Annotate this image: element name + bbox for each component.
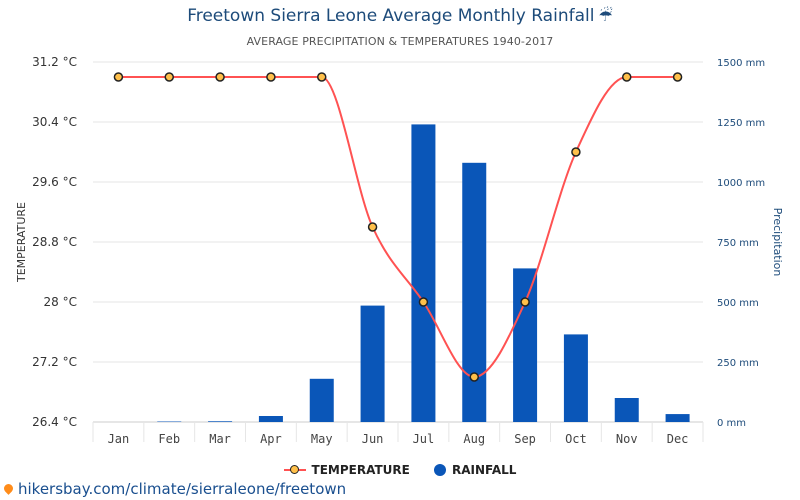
temperature-point (317, 72, 327, 82)
y-tick-label-right: 1000 mm (717, 178, 765, 189)
x-tick-label: Dec (667, 432, 689, 446)
x-tick-label: Aug (463, 432, 485, 446)
rainfall-bar (360, 305, 385, 422)
temperature-point (266, 72, 276, 82)
x-tick-label: Jul (413, 432, 435, 446)
chart-legend: TEMPERATURE RAINFALL (0, 463, 800, 479)
chart-title: Freetown Sierra Leone Average Monthly Ra… (0, 6, 800, 26)
temperature-point (113, 72, 124, 82)
rainfall-bar (208, 421, 233, 422)
y-tick-label-right: 1250 mm (717, 118, 765, 129)
legend-label-rainfall: RAINFALL (452, 463, 517, 477)
x-tick-label: Oct (565, 432, 587, 446)
rainfall-bar (411, 124, 436, 423)
temperature-point (164, 72, 174, 82)
location-pin-icon (2, 481, 15, 495)
source-link[interactable]: hikersbay.com/climate/sierraleone/freeto… (2, 480, 347, 498)
y-tick-label-left: 29.6 °C (32, 175, 77, 189)
x-tick-label: Sep (514, 432, 536, 446)
x-tick-label: Jun (362, 432, 384, 446)
x-tick-label: Jan (108, 432, 130, 446)
y-tick-label-right: 750 mm (717, 238, 759, 249)
temperature-point (418, 297, 429, 307)
y-tick-label-right: 500 mm (717, 298, 759, 309)
rainfall-bar (462, 162, 487, 423)
y-tick-label-right: 0 mm (717, 418, 746, 429)
temperature-point (672, 72, 683, 82)
legend-label-temperature: TEMPERATURE (311, 463, 410, 477)
rainfall-bar (309, 378, 334, 422)
chart-subtitle: AVERAGE PRECIPITATION & TEMPERATURES 194… (246, 35, 554, 48)
y-tick-label-right: 1500 mm (717, 58, 765, 69)
circle-marker-icon (434, 464, 447, 476)
y-tick-label-left: 31.2 °C (32, 55, 77, 69)
line-marker-icon (283, 464, 306, 476)
source-link-text[interactable]: hikersbay.com/climate/sierraleone/freeto… (18, 480, 347, 498)
temperature-point (469, 372, 479, 382)
x-tick-label: Mar (209, 432, 231, 446)
y-tick-label-left: 30.4 °C (32, 115, 77, 129)
y-tick-label-left: 27.2 °C (32, 355, 77, 369)
temperature-point (571, 147, 581, 157)
x-tick-label: Nov (616, 432, 638, 446)
legend-item-temperature[interactable]: TEMPERATURE (283, 463, 410, 477)
rainfall-bar (563, 334, 588, 422)
y-tick-label-left: 28.8 °C (32, 235, 77, 249)
rainfall-bar (513, 268, 538, 422)
rainfall-bar (258, 416, 283, 422)
y-tick-label-right: 250 mm (717, 358, 759, 369)
umbrella-rain-icon: ☔ (598, 6, 613, 25)
temperature-point (622, 72, 632, 82)
temperature-point (367, 222, 378, 232)
rainfall-bar (665, 414, 690, 422)
x-tick-label: Apr (260, 432, 282, 446)
x-tick-label: Feb (158, 432, 180, 446)
y-tick-label-left: 28 °C (44, 295, 77, 309)
y-tick-label-left: 26.4 °C (32, 415, 77, 429)
y-axis-title-left: TEMPERATURE (15, 202, 28, 283)
temperature-point (215, 72, 225, 82)
x-tick-label: May (311, 432, 333, 446)
rainfall-bar (614, 398, 639, 422)
legend-item-rainfall[interactable]: RAINFALL (434, 463, 516, 477)
y-axis-title-right: Precipitation (771, 208, 784, 277)
temperature-point (520, 297, 530, 307)
chart-title-text: Freetown Sierra Leone Average Monthly Ra… (187, 6, 595, 26)
